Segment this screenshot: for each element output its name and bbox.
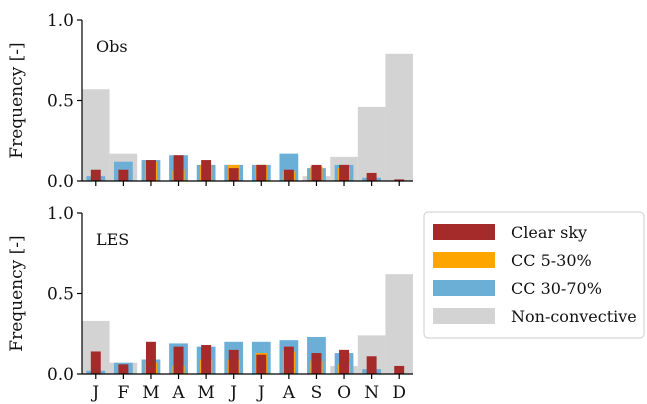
bar — [339, 349, 350, 374]
bar — [366, 356, 377, 374]
legend-label: Clear sky — [511, 223, 587, 242]
x-tick-label: F — [117, 383, 129, 403]
series-clear-sky — [90, 155, 405, 181]
y-tick-label: 0.0 — [47, 172, 74, 192]
x-tick-label: J — [90, 383, 99, 403]
legend-label: Non-convective — [511, 307, 637, 326]
bar — [82, 89, 110, 181]
bar — [201, 160, 212, 181]
x-tick-label: A — [171, 383, 185, 403]
legend-swatch — [433, 252, 495, 268]
panel-obs: 0.0 0.5 1.0 Frequency [-] Obs — [7, 11, 413, 192]
bar — [173, 155, 184, 181]
y-axis-title: Frequency [-] — [7, 42, 27, 158]
bar — [339, 164, 350, 181]
x-tick-label: N — [364, 383, 379, 403]
series-non-convective — [82, 53, 413, 182]
y-tick-label: 0.0 — [47, 365, 74, 385]
bar — [283, 169, 294, 181]
x-tick-label: M — [142, 383, 159, 403]
x-tick-label: A — [282, 383, 296, 403]
bar — [311, 353, 322, 374]
panels-layer: 0.0 0.5 1.0 Frequency [-] Obs 0.0 0.5 1.0 Freque… — [7, 11, 413, 385]
y-tick-label: 0.5 — [47, 285, 74, 305]
x-tick-label: J — [228, 383, 237, 403]
x-tick-label: O — [337, 383, 351, 403]
panel-les: 0.0 0.5 1.0 Frequency [-] LES — [7, 204, 413, 385]
bar — [145, 160, 156, 181]
legend: Clear sky CC 5-30% CC 30-70% Non-convective — [423, 211, 645, 339]
bar — [118, 364, 129, 374]
bar — [256, 354, 267, 374]
y-tick-label: 0.5 — [47, 92, 74, 112]
panel-label: LES — [96, 230, 129, 249]
legend-swatch — [433, 280, 495, 296]
x-tick-label: M — [197, 383, 214, 403]
bar — [311, 164, 322, 181]
bar — [283, 346, 294, 374]
bar — [357, 106, 386, 181]
legend-label: CC 5-30% — [511, 251, 592, 270]
bar — [201, 345, 212, 374]
y-axis-title: Frequency [-] — [7, 235, 27, 351]
panel-label: Obs — [96, 37, 128, 56]
bar — [90, 351, 101, 374]
legend-label: CC 30-70% — [511, 279, 602, 298]
legend-swatch — [433, 308, 495, 324]
x-tick-label: D — [392, 383, 406, 403]
bar — [394, 179, 405, 181]
bar — [228, 168, 239, 181]
legend-swatch — [433, 224, 495, 240]
bar — [366, 172, 377, 181]
series-clear-sky — [90, 341, 405, 374]
x-tick-label: S — [311, 383, 323, 403]
y-tick-label: 1.0 — [47, 204, 74, 224]
bar — [173, 346, 184, 374]
series-non-convective — [82, 274, 413, 374]
bar — [118, 169, 129, 181]
bar — [90, 169, 101, 181]
bar — [145, 341, 156, 374]
bar — [256, 164, 267, 181]
bar — [228, 349, 239, 374]
bar — [385, 274, 413, 374]
legend-frame — [423, 211, 645, 339]
x-tick-label: J — [256, 383, 265, 403]
bar — [394, 365, 405, 374]
y-tick-label: 1.0 — [47, 11, 74, 31]
bar — [385, 53, 413, 182]
